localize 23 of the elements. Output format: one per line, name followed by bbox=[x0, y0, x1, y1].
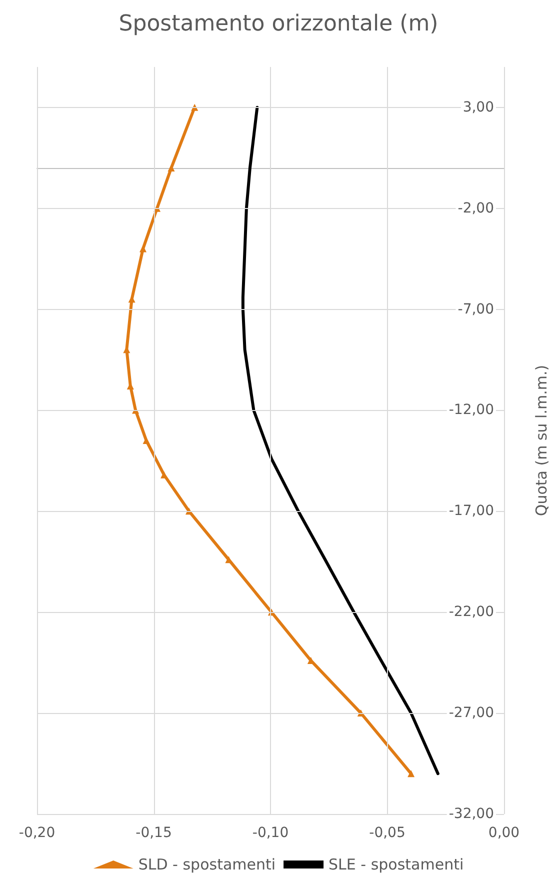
point bbox=[191, 104, 198, 111]
x-tick-label: 0,00 bbox=[488, 825, 520, 841]
x-tick-label: -0,20 bbox=[18, 825, 56, 841]
y-axis-title: Quota (m su l.m.m.) bbox=[532, 364, 550, 516]
y-tick-label: -17,00 bbox=[448, 503, 494, 520]
legend-label: SLD - spostamenti bbox=[138, 856, 276, 874]
point bbox=[142, 437, 150, 444]
legend-label: SLE - spostamenti bbox=[328, 856, 464, 874]
y-tick-label: -22,00 bbox=[448, 604, 494, 620]
y-tick-label: 3,00 bbox=[462, 99, 494, 116]
y-tick-label: -2,00 bbox=[458, 200, 494, 216]
point bbox=[168, 164, 175, 172]
point bbox=[408, 770, 415, 778]
x-tick-label: -0,10 bbox=[252, 825, 289, 841]
y-tick-label: -7,00 bbox=[458, 301, 494, 318]
x-tick-label: -0,05 bbox=[369, 825, 406, 841]
y-tick-label: -12,00 bbox=[448, 402, 494, 418]
x-tick-label: -0,15 bbox=[136, 825, 172, 841]
y-tick-label: -27,00 bbox=[448, 705, 494, 722]
chart-title: Spostamento orizzontale (m) bbox=[118, 12, 438, 36]
line-series bbox=[241, 106, 440, 776]
point bbox=[140, 245, 147, 252]
y-tick-label: -32,00 bbox=[448, 806, 494, 822]
